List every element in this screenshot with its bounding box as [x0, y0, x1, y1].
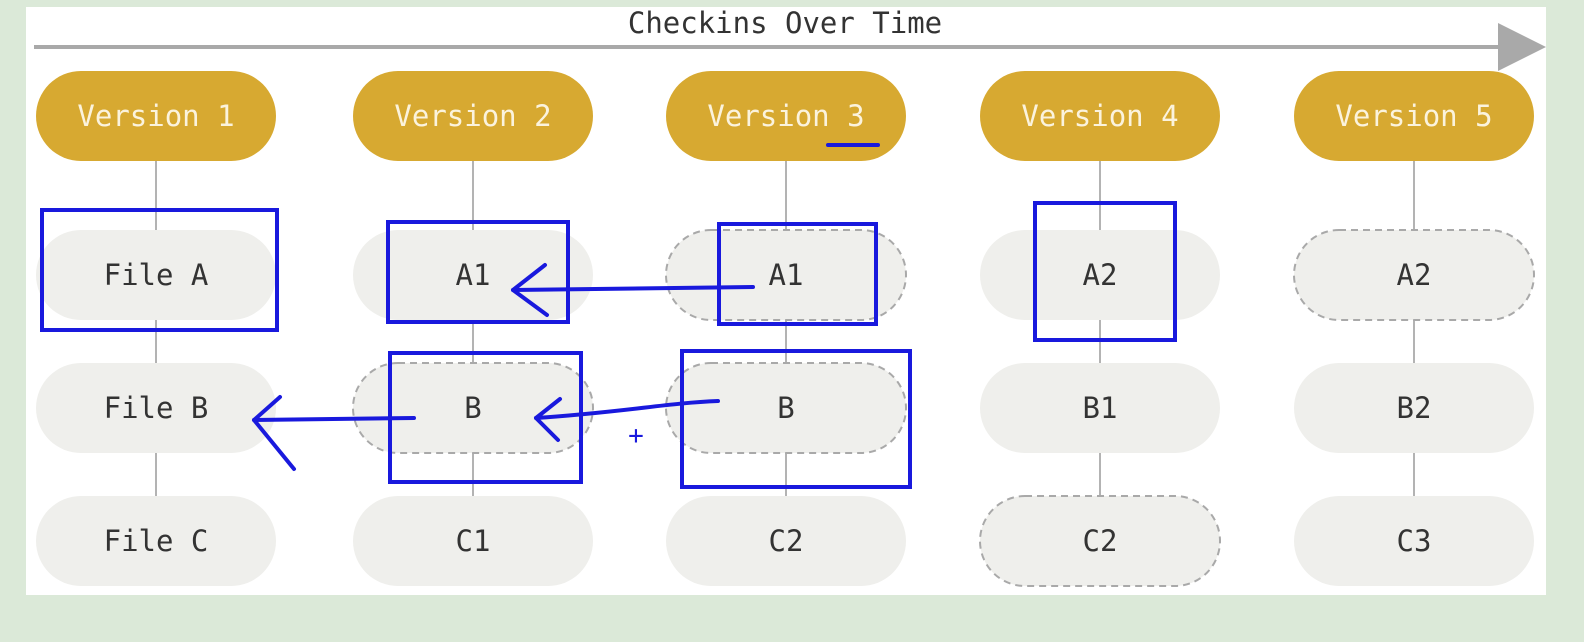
connector-lines	[155, 116, 1415, 541]
file-snapshot	[36, 363, 276, 453]
file-snapshot	[980, 363, 1220, 453]
version-column: Version 3 A1 B C2	[665, 71, 907, 586]
file-label: File A	[104, 258, 209, 292]
hand-drawn-annotations: +	[40, 143, 1177, 489]
file-label: B	[777, 391, 794, 425]
checkins-diagram: Checkins Over Time Version 1 File A File B…	[34, 7, 1546, 587]
file-snapshot	[1294, 496, 1534, 586]
version-pill	[980, 71, 1220, 161]
version-column: Version 5 A2 B2 C3	[1293, 71, 1535, 586]
file-snapshot	[353, 230, 593, 320]
file-snapshot-pointer	[665, 229, 907, 321]
version-pill	[353, 71, 593, 161]
timeline-title-bg	[600, 9, 970, 43]
file-label: A2	[1397, 258, 1432, 292]
file-snapshot	[1294, 363, 1534, 453]
annotation-plus: +	[628, 421, 644, 451]
annotation-stroke	[511, 263, 549, 317]
version-label: Version 2	[394, 99, 551, 133]
annotation-box	[680, 349, 912, 489]
file-label: File C	[104, 524, 209, 558]
version-column: Version 1 File A File B File C	[36, 71, 276, 586]
file-label: File B	[104, 391, 209, 425]
file-snapshot	[36, 496, 276, 586]
version-label: Version 4	[1021, 99, 1178, 133]
annotation-stroke	[252, 395, 296, 471]
file-label: C2	[1083, 524, 1118, 558]
file-label: A1	[456, 258, 491, 292]
version-column: Version 4 A2 B1 C2	[979, 71, 1221, 587]
version-pill	[1294, 71, 1534, 161]
file-snapshot	[353, 496, 593, 586]
file-label: C1	[456, 524, 491, 558]
file-snapshot-pointer	[1293, 229, 1535, 321]
version-label: Version 1	[77, 99, 234, 133]
file-label: A1	[769, 258, 804, 292]
version-pill	[666, 71, 906, 161]
file-snapshot	[36, 230, 276, 320]
annotation-box	[1033, 201, 1177, 342]
timeline-title: Checkins Over Time	[628, 7, 942, 40]
file-label: B	[464, 391, 481, 425]
diagram-panel: Checkins Over Time Version 1 File A File B…	[26, 7, 1546, 595]
file-snapshot-pointer	[979, 495, 1221, 587]
version-label: Version 3	[707, 99, 864, 133]
file-snapshot-pointer	[665, 362, 907, 454]
file-snapshot-pointer	[352, 362, 594, 454]
file-label: B2	[1397, 391, 1432, 425]
version-label: Version 5	[1335, 99, 1492, 133]
file-label: C2	[769, 524, 804, 558]
version-pill	[36, 71, 276, 161]
annotation-box	[386, 220, 570, 324]
file-snapshot	[666, 496, 906, 586]
annotation-stroke	[534, 399, 720, 420]
annotation-box	[40, 208, 279, 332]
annotation-box	[717, 222, 878, 326]
file-snapshot	[980, 230, 1220, 320]
file-label: C3	[1397, 524, 1432, 558]
annotation-stroke	[511, 285, 755, 292]
annotation-stroke	[534, 397, 562, 442]
file-label: B1	[1083, 391, 1118, 425]
file-label: A2	[1083, 258, 1118, 292]
annotation-stroke	[252, 416, 416, 422]
version-columns: Version 1 File A File B File C Version 2 A1 B C…	[36, 71, 1535, 587]
version-column: Version 2 A1 B C1	[352, 71, 594, 586]
